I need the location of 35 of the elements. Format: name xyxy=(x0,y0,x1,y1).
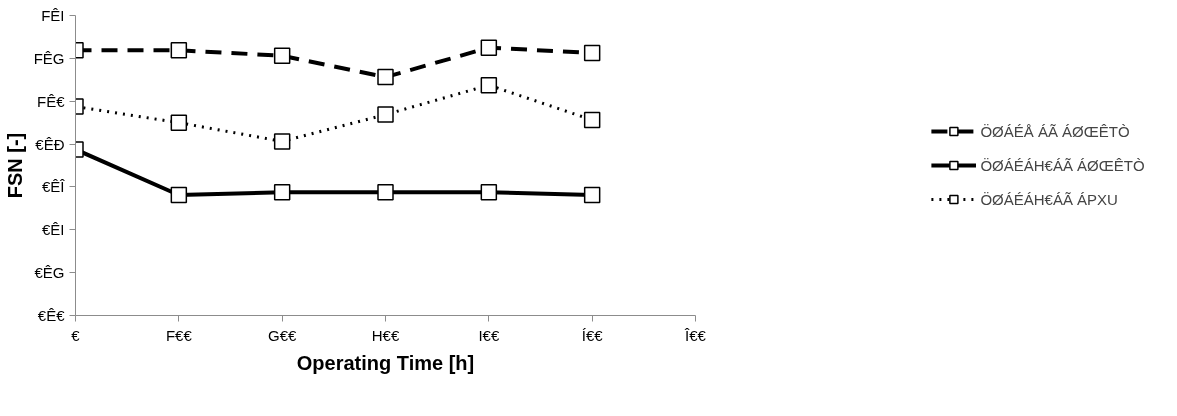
point xyxy=(273,133,291,150)
text: FÊI xyxy=(41,7,65,24)
point xyxy=(583,186,601,204)
point xyxy=(583,111,601,129)
x-tick-label: G€€ xyxy=(267,326,297,344)
text: €ÊÐ xyxy=(35,135,65,153)
x-axis-title: Operating Time [h] xyxy=(296,351,475,374)
point xyxy=(480,76,498,94)
x-tick-label: Î€€ xyxy=(684,326,707,344)
legend-label: ÖØÁÉÁH€ÁÃ ÁPXU xyxy=(980,190,1118,208)
point xyxy=(480,39,498,56)
point xyxy=(273,47,291,64)
point xyxy=(377,68,394,86)
point xyxy=(480,184,498,201)
x-tick-label: F€€ xyxy=(165,326,193,344)
text: FÊ€ xyxy=(36,92,66,110)
text: FÊG xyxy=(33,49,65,67)
text: €ÊI xyxy=(41,221,65,239)
point xyxy=(583,44,601,62)
y-axis-title: FSN [-] xyxy=(3,132,26,199)
legend-label: ÖØÁÉÅ ÁÃ ÁØŒÊTÒ xyxy=(980,122,1130,140)
point xyxy=(377,106,394,123)
x-tick-label: H€€ xyxy=(371,326,400,344)
text: €Ê€ xyxy=(37,307,66,324)
text: €ÊG xyxy=(34,264,65,282)
x-tick-label: € xyxy=(71,326,81,344)
point xyxy=(170,114,188,131)
text: €ÊÎ xyxy=(41,178,66,196)
x-tick-label: I€€ xyxy=(478,326,500,344)
x-tick-label: Í€€ xyxy=(581,326,604,344)
point xyxy=(170,186,188,204)
point xyxy=(170,42,188,59)
point xyxy=(377,184,394,201)
point xyxy=(273,184,291,201)
legend-label: ÖØÁÉÁH€ÁÃ ÁØŒÊTÒ xyxy=(980,156,1145,174)
